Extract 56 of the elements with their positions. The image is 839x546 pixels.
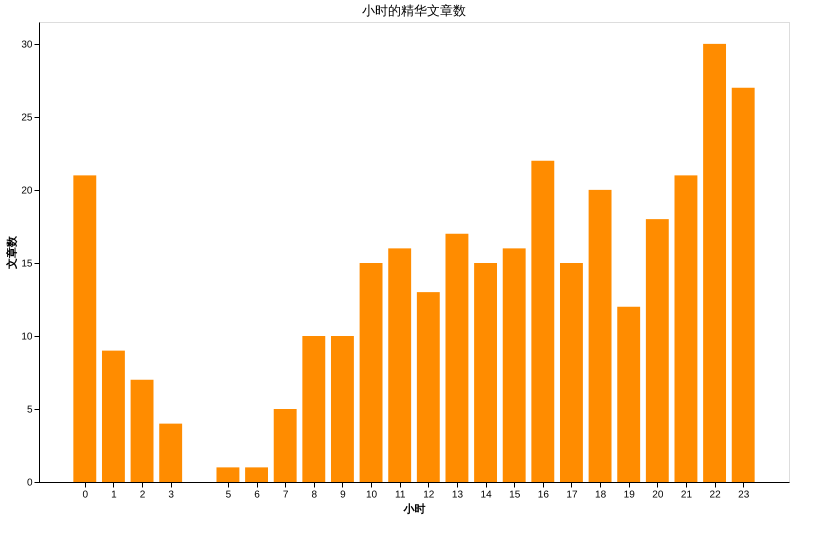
x-tick-label: 12 bbox=[423, 490, 435, 500]
y-tick-label: 20 bbox=[21, 185, 33, 196]
x-tick-label: 21 bbox=[680, 490, 692, 500]
bar bbox=[416, 292, 440, 482]
bar bbox=[216, 467, 240, 482]
bar bbox=[302, 336, 326, 482]
x-tick-label: 6 bbox=[254, 490, 260, 500]
bar bbox=[560, 262, 583, 482]
x-tick-label: 13 bbox=[452, 490, 464, 500]
chart-title: 小时的精华文章数 bbox=[362, 4, 466, 19]
y-tick-label: 25 bbox=[21, 112, 33, 124]
x-tick-label: 3 bbox=[168, 490, 174, 500]
x-tick-label: 16 bbox=[538, 490, 550, 500]
bar bbox=[102, 350, 125, 482]
x-tick-label: 7 bbox=[282, 490, 289, 500]
bar bbox=[617, 306, 640, 482]
x-tick-label: 23 bbox=[738, 490, 750, 500]
x-tick-label: 15 bbox=[509, 490, 521, 500]
y-tick-label: 15 bbox=[21, 258, 33, 270]
x-tick-label: 19 bbox=[624, 490, 636, 500]
bar bbox=[502, 248, 526, 482]
bar bbox=[674, 175, 698, 482]
bar bbox=[330, 336, 354, 482]
y-tick-label: 10 bbox=[21, 331, 33, 342]
x-tick-label: 2 bbox=[140, 490, 146, 500]
bar bbox=[732, 88, 755, 482]
y-axis-title: 文章数 bbox=[5, 235, 18, 270]
bar bbox=[531, 160, 554, 482]
y-tick-label: 5 bbox=[26, 404, 33, 416]
x-tick-label: 8 bbox=[312, 490, 318, 500]
x-tick-label: 14 bbox=[480, 490, 492, 500]
x-tick-label: 5 bbox=[226, 490, 232, 500]
bar bbox=[388, 248, 412, 482]
x-tick-label: 17 bbox=[566, 490, 578, 500]
x-tick-label: 11 bbox=[394, 490, 406, 500]
bar bbox=[245, 467, 268, 482]
x-tick-label: 22 bbox=[710, 490, 722, 500]
y-tick-label: 0 bbox=[26, 478, 33, 488]
bar bbox=[130, 380, 154, 482]
x-tick-label: 10 bbox=[366, 490, 378, 500]
bar bbox=[646, 219, 669, 482]
x-axis-title: 小时 bbox=[402, 502, 426, 516]
bar bbox=[474, 262, 498, 482]
bar bbox=[159, 424, 182, 482]
bar bbox=[703, 44, 726, 482]
x-tick-label: 9 bbox=[340, 490, 346, 500]
y-tick-label: 30 bbox=[21, 39, 33, 50]
bar bbox=[445, 234, 468, 482]
x-tick-label: 18 bbox=[595, 490, 607, 500]
bar bbox=[274, 408, 297, 482]
bar bbox=[588, 190, 612, 482]
x-tick-label: 0 bbox=[82, 490, 89, 500]
x-tick-label: 1 bbox=[111, 490, 118, 500]
bar bbox=[73, 175, 96, 482]
bar bbox=[360, 262, 383, 482]
x-tick-label: 20 bbox=[652, 490, 664, 500]
